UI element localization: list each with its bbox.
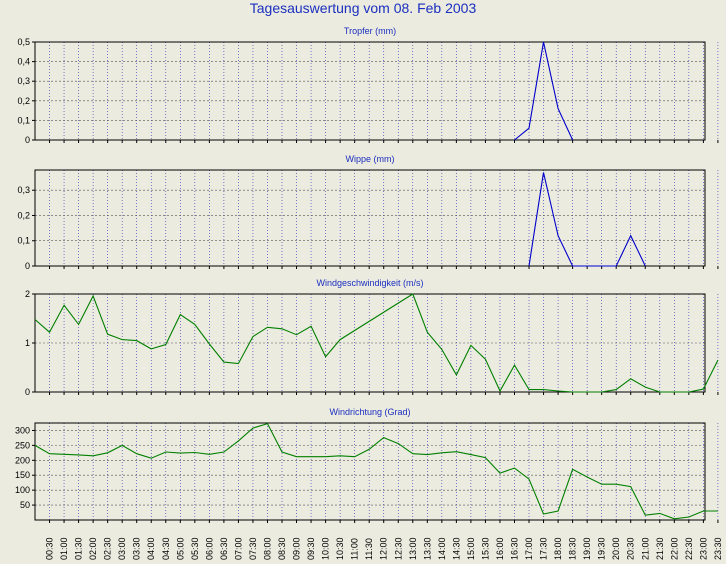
panel-title-0: Tropfer (mm) (344, 26, 396, 36)
panel-title-1: Wippe (mm) (346, 154, 395, 164)
ytick-label: 300 (15, 425, 30, 435)
ytick-label: 0,3 (17, 185, 30, 195)
x-tick-label: 12:00 (379, 537, 389, 560)
plot-frame-2 (34, 293, 706, 393)
x-tick-label: 01:00 (59, 537, 69, 560)
ytick-label: 2 (25, 289, 30, 299)
ytick-label: 0 (25, 387, 30, 397)
ytick-label: 0,4 (17, 57, 30, 67)
x-tick-label: 06:30 (219, 537, 229, 560)
x-tick-label: 00:30 (45, 537, 55, 560)
x-tick-label: 10:00 (321, 537, 331, 560)
x-tick-label: 15:30 (480, 537, 490, 560)
x-tick-label: 22:30 (684, 537, 694, 560)
series-line-3 (34, 422, 718, 520)
plot-frame-1 (34, 169, 706, 267)
plot-frame-3 (34, 422, 706, 521)
ytick-label: 1 (25, 338, 30, 348)
x-tick-label: 05:00 (175, 537, 185, 560)
ytick-label: 0,5 (17, 37, 30, 47)
x-tick-label: 07:30 (248, 537, 258, 560)
x-tick-label: 14:30 (451, 537, 461, 560)
panel-title-2: Windgeschwindigkeit (m/s) (316, 278, 423, 288)
x-tick-label: 18:30 (568, 537, 578, 560)
ytick-label: 0,3 (17, 76, 30, 86)
plot-area-1 (35, 170, 705, 266)
series-line-0 (514, 41, 574, 141)
x-tick-label: 19:00 (582, 537, 592, 560)
x-tick-label: 13:30 (422, 537, 432, 560)
x-tick-label: 18:00 (553, 537, 563, 560)
x-tick-label: 07:00 (233, 537, 243, 560)
ytick-label: 0,2 (17, 210, 30, 220)
x-tick-label: 20:00 (611, 537, 621, 560)
series-line-2 (34, 293, 719, 393)
ytick-label: 0,1 (17, 236, 30, 246)
ytick-label: 150 (15, 470, 30, 480)
x-tick-label: 14:00 (437, 537, 447, 560)
ytick-label: 0,2 (17, 96, 30, 106)
x-tick-label: 04:00 (146, 537, 156, 560)
x-tick-label: 22:00 (669, 537, 679, 560)
x-tick-label: 17:00 (524, 537, 534, 560)
x-tick-label: 12:30 (393, 537, 403, 560)
x-tick-label: 17:30 (539, 537, 549, 560)
x-tick-label: 03:00 (117, 537, 127, 560)
plot-frame-0 (34, 41, 706, 141)
x-tick-label: 08:30 (277, 537, 287, 560)
x-tick-label: 23:30 (713, 537, 723, 560)
x-tick-label: 16:30 (509, 537, 519, 560)
plot-area-3 (35, 423, 705, 520)
x-tick-label: 21:00 (640, 537, 650, 560)
x-tick-label: 05:30 (190, 537, 200, 560)
x-tick-label: 13:00 (408, 537, 418, 560)
x-tick-label: 19:30 (597, 537, 607, 560)
x-tick-label: 10:30 (335, 537, 345, 560)
x-tick-label: 02:00 (88, 537, 98, 560)
x-tick-label: 16:00 (495, 537, 505, 560)
x-tick-label: 03:30 (132, 537, 142, 560)
x-tick-label: 15:00 (466, 537, 476, 560)
page-title: Tagesauswertung vom 08. Feb 2003 (249, 0, 477, 16)
plot-area-2 (35, 294, 705, 392)
ytick-label: 50 (20, 500, 30, 510)
x-tick-label: 21:30 (655, 537, 665, 560)
x-tick-label: 01:30 (74, 537, 84, 560)
x-tick-label: 02:30 (103, 537, 113, 560)
plot-area-0 (35, 42, 705, 140)
ytick-label: 0 (25, 135, 30, 145)
x-tick-label: 06:00 (204, 537, 214, 560)
ytick-label: 250 (15, 440, 30, 450)
x-tick-label: 20:30 (626, 537, 636, 560)
x-tick-label: 23:00 (698, 537, 708, 560)
x-tick-label: 09:30 (306, 537, 316, 560)
ytick-label: 200 (15, 455, 30, 465)
ytick-label: 100 (15, 485, 30, 495)
x-tick-label: 11:00 (350, 538, 360, 560)
ytick-label: 0 (25, 261, 30, 271)
x-tick-label: 11:30 (364, 538, 374, 560)
x-tick-label: 04:30 (161, 537, 171, 560)
ytick-label: 0,1 (17, 115, 30, 125)
series-line-1 (528, 172, 646, 267)
panel-title-3: Windrichtung (Grad) (329, 407, 410, 417)
x-tick-label: 09:00 (292, 537, 302, 560)
x-tick-label: 08:00 (262, 537, 272, 560)
